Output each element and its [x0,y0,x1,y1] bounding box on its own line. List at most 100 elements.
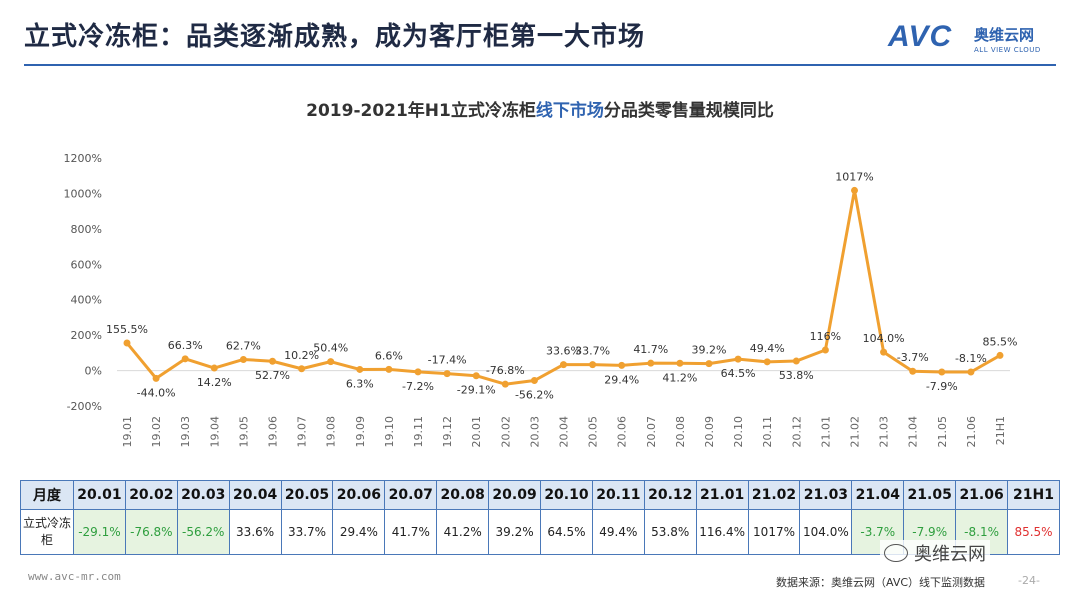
table-header-cell: 20.01 [73,480,126,510]
data-point [530,377,538,385]
table-cell: 1017% [747,509,801,555]
chart-title-prefix: 2019-2021年H1立式冷冻柜 [306,101,536,121]
data-label: 104.0% [863,332,905,345]
x-tick-label: 19.06 [267,416,280,448]
data-label: 6.3% [346,377,374,390]
table-cell: -29.1% [73,509,126,555]
data-point [967,368,975,376]
data-label: -3.7% [897,351,929,364]
x-tick-label: 21.03 [878,416,891,448]
data-label: 85.5% [983,335,1018,348]
footer-url: www.avc-mr.com [28,570,121,583]
table-header-cell: 21.04 [851,480,905,510]
data-label: 53.8% [779,369,814,382]
data-point [501,380,509,388]
data-label: 29.4% [604,373,639,386]
data-point [589,361,597,369]
table-cell: 39.2% [488,509,542,555]
data-label: 10.2% [284,349,319,362]
data-point [792,357,800,365]
x-tick-label: 20.03 [528,416,541,448]
page-number: -24- [1018,574,1040,587]
data-point [938,368,946,376]
x-tick-label: 19.07 [296,416,309,448]
data-label: 66.3% [168,339,203,352]
x-tick-label: 20.10 [732,416,745,448]
x-tick-label: 19.10 [383,416,396,448]
y-tick-label: 400% [71,294,102,307]
data-label: 49.4% [750,342,785,355]
table-header-cell: 20.05 [280,480,334,510]
data-point [210,364,218,372]
table-cell: 41.2% [436,509,490,555]
table-header-cell: 20.08 [436,480,490,510]
data-point [676,359,684,367]
x-tick-label: 20.01 [470,416,483,448]
data-point [763,358,771,366]
table-cell: 33.6% [228,509,282,555]
x-tick-label: 20.11 [761,416,774,448]
table-header-cell: 21.02 [747,480,801,510]
data-point [181,355,189,363]
data-label: 39.2% [692,344,727,357]
data-label: -29.1% [457,384,496,397]
table-header-cell: 21H1 [1007,480,1060,510]
data-point [851,186,858,194]
x-tick-label: 20.08 [674,416,687,448]
wechat-icon [884,544,908,562]
data-label: 64.5% [721,367,756,380]
x-tick-label: 19.12 [441,416,454,448]
wechat-badge: 奥维云网 [880,540,990,566]
table-row-label: 立式冷冻柜 [20,509,74,555]
data-point [356,365,364,373]
y-tick-label: 200% [71,329,102,342]
line-chart: -200% 0% 200% 400% 600% 800% 1000% 1200% 155.5% 1… [64,152,1018,448]
data-label: 41.7% [633,343,668,356]
data-label: -56.2% [515,389,554,402]
data-point [734,355,742,363]
y-tick-label: 1000% [64,187,102,200]
x-tick-label: 20.05 [587,416,600,448]
table-cell: 104.0% [799,509,853,555]
data-label: 116% [810,330,841,343]
y-tick-label: -200% [67,400,102,413]
logo-en-text: ALL VIEW CLOUD [974,46,1041,54]
data-label: 33.7% [575,345,610,358]
table-header-cell: 20.10 [540,480,593,510]
data-label: 62.7% [226,339,261,352]
data-point [909,367,917,375]
x-tick-label: 21.05 [936,416,949,448]
x-tick-label: 19.01 [121,416,134,448]
footer-source: 数据来源：奥维云网（AVC）线下监测数据 [776,576,986,589]
data-label: 33.6% [546,345,581,358]
x-tick-label: 19.05 [237,416,250,448]
table-cell: 116.4% [695,509,749,555]
logo-cn-text: 奥维云网 [974,26,1035,44]
data-point [472,372,480,380]
data-label: 52.7% [255,369,290,382]
data-point [821,346,829,354]
data-point [443,370,451,378]
y-tick-label: 600% [71,258,102,271]
chart-title-suffix: 分品类零售量规模同比 [603,101,774,121]
x-tick-label: 20.02 [499,416,512,448]
data-label: 6.6% [375,349,403,362]
x-tick-label: 19.11 [412,416,425,448]
data-point [560,361,567,369]
title-rule [24,64,1056,66]
table-header-cell: 20.07 [384,480,438,510]
table-cell: 53.8% [643,509,697,555]
y-tick-label: 1200% [64,152,102,165]
table-header-cell: 21.01 [695,480,749,510]
table-header-cell: 20.06 [332,480,386,510]
table-header-cell: 20.09 [488,480,542,510]
table-header-cell: 21.03 [799,480,853,510]
data-point [123,339,131,347]
data-point [152,374,160,382]
data-point [647,359,655,367]
table-header-cell: 20.12 [643,480,697,510]
data-label: -44.0% [137,386,176,399]
x-tick-label: 21.01 [819,416,832,448]
x-tick-label: 21H1 [994,416,1007,445]
table-cell: 33.7% [280,509,334,555]
